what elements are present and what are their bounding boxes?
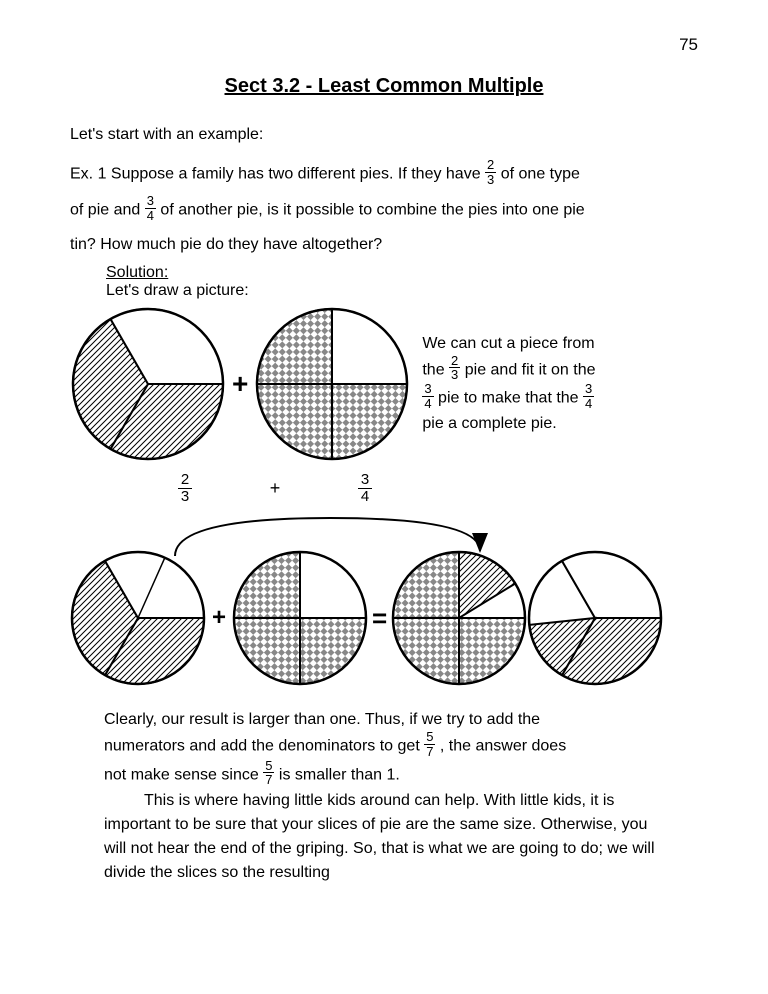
pie-row-2-wrap: + = <box>70 506 698 686</box>
fraction-5-7b: 57 <box>263 759 274 787</box>
bottom-l3: not make sense since 57 is smaller than … <box>104 761 664 789</box>
fraction-side-3-4b: 34 <box>583 382 594 410</box>
fraction-side-3-4a: 34 <box>422 382 433 410</box>
ex1-pre1: Ex. 1 Suppose a family has two different… <box>70 166 485 183</box>
ex1-mid1: of one type <box>501 166 580 183</box>
side-l3: 34 pie to make that the 34 <box>422 384 698 412</box>
intro-text: Let's start with an example: <box>70 123 698 146</box>
side-explanation: We can cut a piece from the 23 pie and f… <box>422 332 698 437</box>
conclusion-text: Clearly, our result is larger than one. … <box>104 708 664 885</box>
ex1-mid2: of another pie, is it possible to combin… <box>160 202 584 219</box>
pie-result-leftover <box>527 550 663 686</box>
page-title: Sect 3.2 - Least Common Multiple <box>70 75 698 98</box>
plus-operator: + <box>232 368 248 400</box>
bottom-p3: This is where having little kids around … <box>104 789 664 885</box>
page: 75 Sect 3.2 - Least Common Multiple Let'… <box>0 0 768 994</box>
pie-two-thirds-cut <box>70 550 206 686</box>
example-line2: of pie and 34 of another pie, is it poss… <box>70 196 698 224</box>
label-plus: + <box>260 478 290 499</box>
page-number: 75 <box>70 35 698 55</box>
side-l2: the 23 pie and fit it on the <box>422 356 698 384</box>
ex1-pre2: of pie and <box>70 202 145 219</box>
example-line3: tin? How much pie do they have altogethe… <box>70 233 698 256</box>
pie-two-thirds <box>70 306 226 462</box>
side-l4: pie a complete pie. <box>422 412 698 436</box>
label-2-3: 23 <box>110 472 260 505</box>
pie-three-quarters-2 <box>232 550 368 686</box>
pie-three-quarters <box>254 306 410 462</box>
side-l1: We can cut a piece from <box>422 332 698 356</box>
fraction-3-4: 34 <box>145 194 156 222</box>
pie-row-1: + We can cut a piece from the 23 pie and… <box>70 306 698 462</box>
fraction-labels-row: 23 + 34 <box>110 472 698 505</box>
fraction-side-2-3: 23 <box>449 354 460 382</box>
bottom-l1: Clearly, our result is larger than one. … <box>104 708 664 732</box>
example-line1: Ex. 1 Suppose a family has two different… <box>70 160 698 188</box>
fraction-5-7a: 57 <box>424 730 435 758</box>
pie-result-full <box>391 550 527 686</box>
plus-operator-2: + <box>212 604 226 632</box>
draw-picture-label: Let's draw a picture: <box>106 282 698 300</box>
fraction-2-3: 23 <box>485 158 496 186</box>
solution-label: Solution: <box>106 264 698 282</box>
bottom-l2: numerators and add the denominators to g… <box>104 732 664 760</box>
label-3-4: 34 <box>290 472 440 505</box>
equals-operator: = <box>372 603 387 634</box>
